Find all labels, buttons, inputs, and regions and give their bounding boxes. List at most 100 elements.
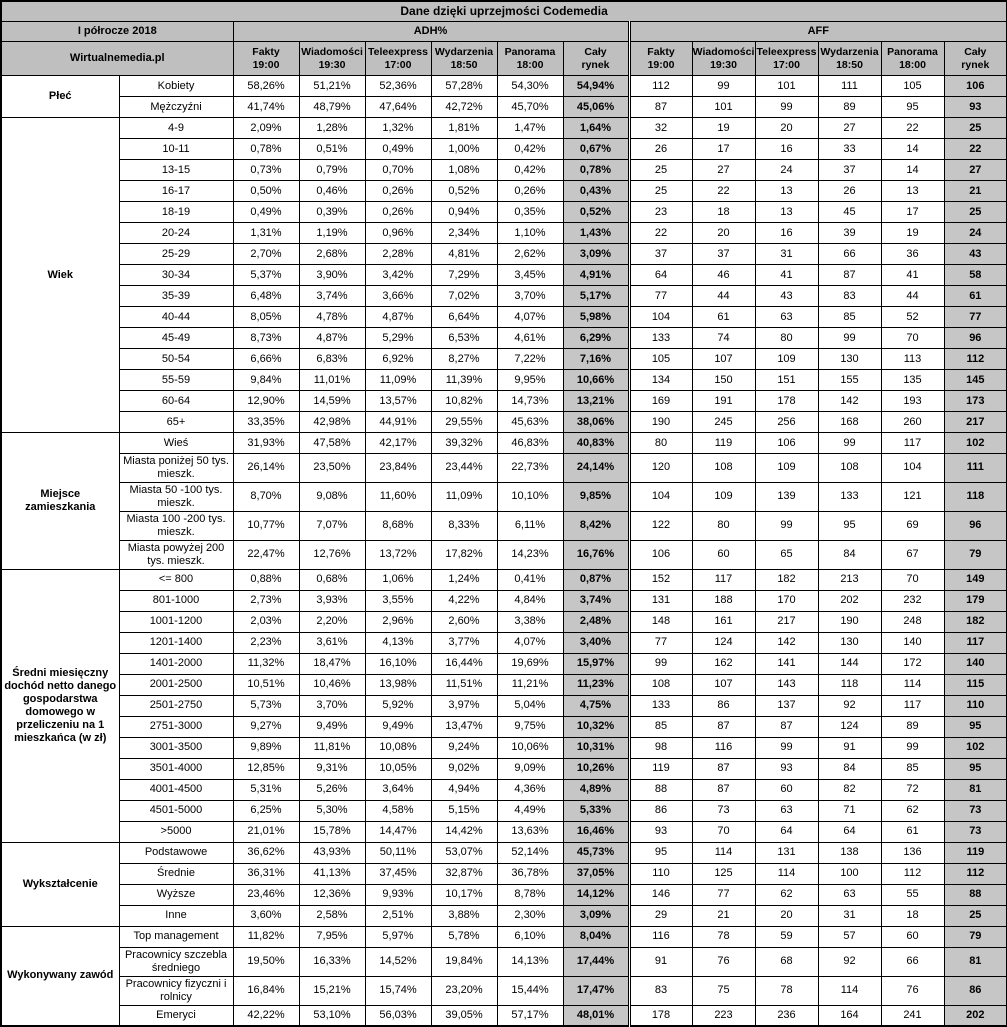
- aff-value: 139: [754, 481, 819, 512]
- aff-value: 133: [627, 694, 693, 717]
- adh-value: 6,64%: [430, 306, 498, 328]
- aff-total-value: 102: [943, 432, 1007, 454]
- adh-value: 4,49%: [496, 799, 564, 822]
- table-row: Wykonywany zawód Top management 11,82% 7,95…: [0, 925, 1007, 1027]
- adh-value: 13,72%: [364, 539, 432, 570]
- adh-value: 37,45%: [364, 862, 432, 885]
- adh-total-value: 0,67%: [562, 138, 630, 160]
- aff-total-value: 115: [943, 673, 1007, 696]
- aff-value: 152: [627, 568, 693, 591]
- aff-total-value: 140: [943, 652, 1007, 675]
- aff-value: 18: [691, 201, 756, 223]
- station-time: 19:30: [710, 58, 737, 71]
- adh-value: 2,70%: [232, 243, 300, 265]
- aff-value: 84: [817, 539, 882, 570]
- aff-total-value: 81: [943, 778, 1007, 801]
- aff-value: 99: [754, 510, 819, 541]
- adh-col-header-panorama: Panorama 18:00: [496, 41, 564, 76]
- adh-total-value: 37,05%: [562, 862, 630, 885]
- aff-value: 119: [627, 757, 693, 780]
- aff-value: 63: [754, 306, 819, 328]
- row-label: Mężczyźni: [118, 96, 234, 118]
- station-name: Wydarzenia: [820, 46, 879, 59]
- aff-value: 193: [880, 390, 945, 412]
- adh-value: 4,87%: [364, 306, 432, 328]
- table-row: 45-49 8,73% 4,87% 5,29% 6,53% 4,61% 6,29% 133 74…: [1, 327, 1007, 349]
- adh-value: 6,10%: [496, 925, 564, 948]
- aff-value: 32: [627, 117, 693, 139]
- adh-total-value: 3,74%: [562, 589, 630, 612]
- aff-value: 99: [817, 327, 882, 349]
- aff-total-value: 25: [943, 904, 1007, 927]
- aff-value: 21: [691, 904, 756, 927]
- aff-total-value: 24: [943, 222, 1007, 244]
- adh-value: 0,26%: [364, 180, 432, 202]
- aff-value: 22: [880, 117, 945, 139]
- aff-value: 16: [754, 138, 819, 160]
- aff-value: 144: [817, 652, 882, 675]
- aff-total-value: 79: [943, 925, 1007, 948]
- adh-value: 3,45%: [496, 264, 564, 286]
- adh-total-value: 9,85%: [562, 481, 630, 512]
- station-time: 18:00: [516, 58, 544, 71]
- aff-value: 190: [817, 610, 882, 633]
- adh-value: 39,32%: [430, 432, 498, 454]
- row-label: 4001-4500: [118, 778, 234, 801]
- adh-total-value: 10,31%: [562, 736, 630, 759]
- station-name: Fakty: [647, 46, 675, 59]
- title-row: Dane dzięki uprzejmości Codemedia: [0, 0, 1007, 22]
- aff-value: 77: [691, 883, 756, 906]
- adh-value: 23,44%: [430, 453, 498, 483]
- adh-value: 0,68%: [298, 568, 366, 591]
- aff-value: 80: [627, 432, 693, 454]
- adh-value: 2,51%: [364, 904, 432, 927]
- table-row: 1401-2000 11,32% 18,47% 16,10% 16,44% 19,69% 1…: [1, 652, 1007, 675]
- adh-total-value: 3,40%: [562, 631, 630, 654]
- adh-value: 15,74%: [364, 975, 432, 1006]
- aff-total-value: 21: [943, 180, 1007, 202]
- adh-value: 12,85%: [232, 757, 300, 780]
- adh-value: 14,73%: [496, 390, 564, 412]
- adh-total-value: 10,32%: [562, 715, 630, 738]
- aff-value: 121: [880, 481, 945, 512]
- adh-value: 10,17%: [430, 883, 498, 906]
- aff-value: 99: [880, 736, 945, 759]
- adh-value: 33,35%: [232, 411, 300, 433]
- aff-value: 117: [691, 568, 756, 591]
- row-label: 25-29: [118, 243, 234, 265]
- adh-value: 0,46%: [298, 180, 366, 202]
- row-label: 1201-1400: [118, 631, 234, 654]
- row-label: 3501-4000: [118, 757, 234, 780]
- aff-value: 101: [691, 96, 756, 118]
- station-name: Teleexpress: [756, 46, 817, 59]
- aff-value: 70: [691, 820, 756, 843]
- row-label: 1401-2000: [118, 652, 234, 675]
- aff-value: 108: [817, 453, 882, 483]
- adh-total-value: 48,01%: [562, 1004, 630, 1027]
- station-time: 17:00: [773, 58, 800, 71]
- table-row: 55-59 9,84% 11,01% 11,09% 11,39% 9,95% 10,66% 1…: [1, 369, 1007, 391]
- aff-value: 70: [880, 327, 945, 349]
- adh-value: 10,08%: [364, 736, 432, 759]
- aff-col-header-panorama: Panorama 18:00: [880, 41, 945, 76]
- aff-value: 105: [627, 348, 693, 370]
- aff-value: 46: [691, 264, 756, 286]
- aff-value: 164: [817, 1004, 882, 1027]
- aff-value: 188: [691, 589, 756, 612]
- category-label-1: Wiek: [0, 117, 120, 433]
- adh-value: 4,58%: [364, 799, 432, 822]
- table-row: 20-24 1,31% 1,19% 0,96% 2,34% 1,10% 1,43% 22 20 1…: [1, 222, 1007, 244]
- aff-value: 83: [817, 285, 882, 307]
- aff-value: 111: [817, 75, 882, 97]
- adh-value: 9,49%: [298, 715, 366, 738]
- aff-value: 117: [880, 432, 945, 454]
- adh-value: 9,95%: [496, 369, 564, 391]
- aff-total-value: 95: [943, 715, 1007, 738]
- adh-value: 0,49%: [364, 138, 432, 160]
- aff-total-value: 79: [943, 539, 1007, 570]
- aff-value: 130: [817, 631, 882, 654]
- aff-value: 75: [691, 975, 756, 1006]
- adh-total-value: 0,87%: [562, 568, 630, 591]
- aff-value: 31: [754, 243, 819, 265]
- adh-value: 4,81%: [430, 243, 498, 265]
